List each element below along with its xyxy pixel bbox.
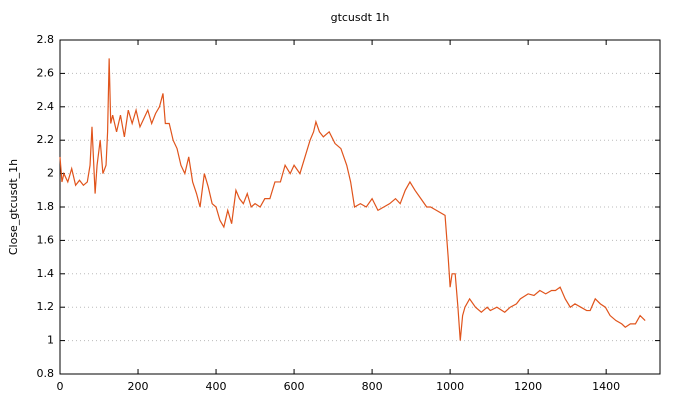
y-tick-label: 1.8 [37, 200, 55, 213]
x-tick-label: 400 [206, 380, 227, 393]
x-tick-label: 0 [57, 380, 64, 393]
series-line [59, 58, 646, 341]
y-tick-label: 1 [47, 334, 54, 347]
y-tick-label: 2 [47, 167, 54, 180]
x-tick-label: 1400 [592, 380, 620, 393]
y-tick-label: 2.4 [37, 100, 55, 113]
y-tick-label: 1.4 [37, 267, 55, 280]
y-tick-label: 2.2 [37, 133, 55, 146]
y-tick-label: 2.8 [37, 33, 55, 46]
chart-title: gtcusdt 1h [331, 11, 390, 24]
x-tick-label: 600 [284, 380, 305, 393]
x-tick-label: 800 [362, 380, 383, 393]
x-tick-label: 200 [128, 380, 149, 393]
y-tick-label: 2.6 [37, 66, 55, 79]
x-tick-label: 1200 [514, 380, 542, 393]
y-axis-label: Close_gtcusdt_1h [7, 159, 20, 255]
y-tick-label: 1.6 [37, 233, 55, 246]
y-tick-label: 1.2 [37, 300, 55, 313]
x-tick-label: 1000 [436, 380, 464, 393]
y-tick-label: 0.8 [37, 367, 55, 380]
